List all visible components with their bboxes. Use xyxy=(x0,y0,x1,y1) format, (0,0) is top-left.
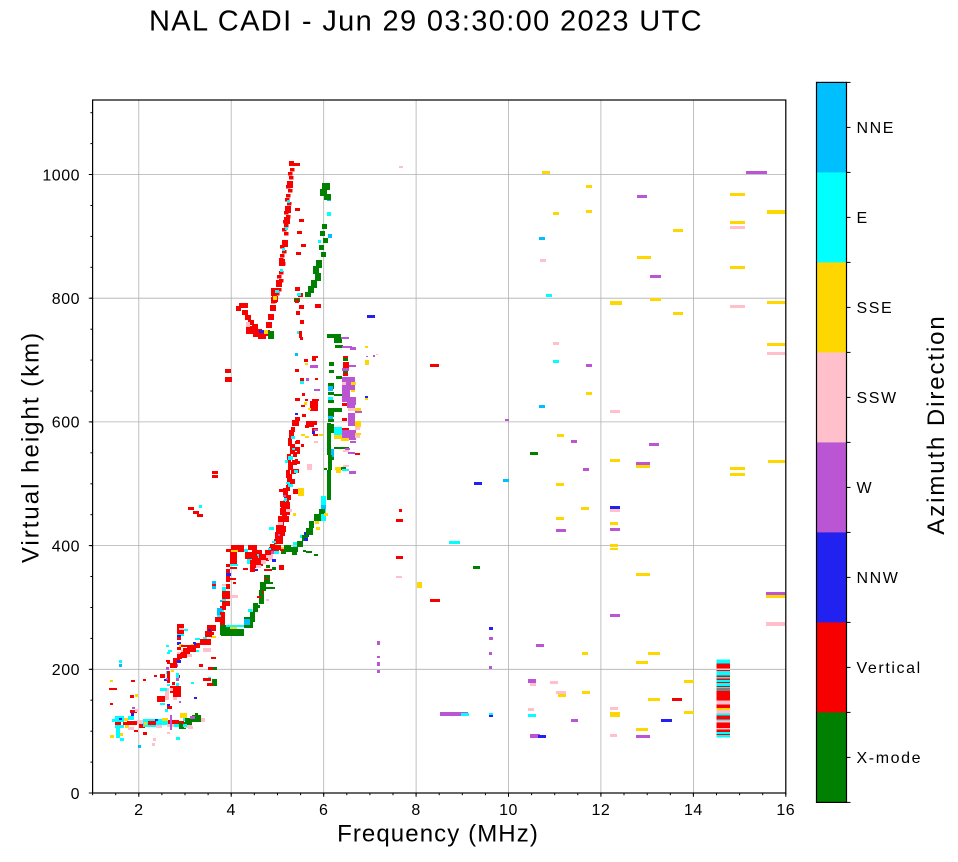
svg-text:800: 800 xyxy=(52,291,80,308)
svg-text:600: 600 xyxy=(52,415,80,432)
svg-text:14: 14 xyxy=(684,802,703,819)
svg-text:NAL CADI - Jun 29 03:30:00 202: NAL CADI - Jun 29 03:30:00 2023 UTC xyxy=(149,6,703,38)
svg-text:SSW: SSW xyxy=(857,390,898,407)
svg-text:SSE: SSE xyxy=(857,300,894,317)
svg-text:0: 0 xyxy=(71,786,80,803)
svg-text:16: 16 xyxy=(776,802,795,819)
svg-text:10: 10 xyxy=(499,802,518,819)
svg-text:Vertical: Vertical xyxy=(857,660,922,677)
svg-text:Virtual height (km): Virtual height (km) xyxy=(18,331,45,563)
svg-text:4: 4 xyxy=(226,802,235,819)
svg-text:X-mode: X-mode xyxy=(857,750,923,767)
svg-text:200: 200 xyxy=(52,662,80,679)
svg-text:NNE: NNE xyxy=(857,120,896,137)
svg-text:E: E xyxy=(857,210,869,227)
svg-text:2: 2 xyxy=(134,802,143,819)
svg-text:NNW: NNW xyxy=(857,570,900,587)
svg-text:12: 12 xyxy=(592,802,611,819)
svg-text:400: 400 xyxy=(52,538,80,555)
svg-text:8: 8 xyxy=(411,802,420,819)
svg-text:6: 6 xyxy=(319,802,328,819)
svg-text:W: W xyxy=(857,480,874,497)
svg-text:Frequency (MHz): Frequency (MHz) xyxy=(337,821,539,848)
svg-text:1000: 1000 xyxy=(42,167,80,184)
svg-text:Azimuth Direction: Azimuth Direction xyxy=(923,314,950,534)
